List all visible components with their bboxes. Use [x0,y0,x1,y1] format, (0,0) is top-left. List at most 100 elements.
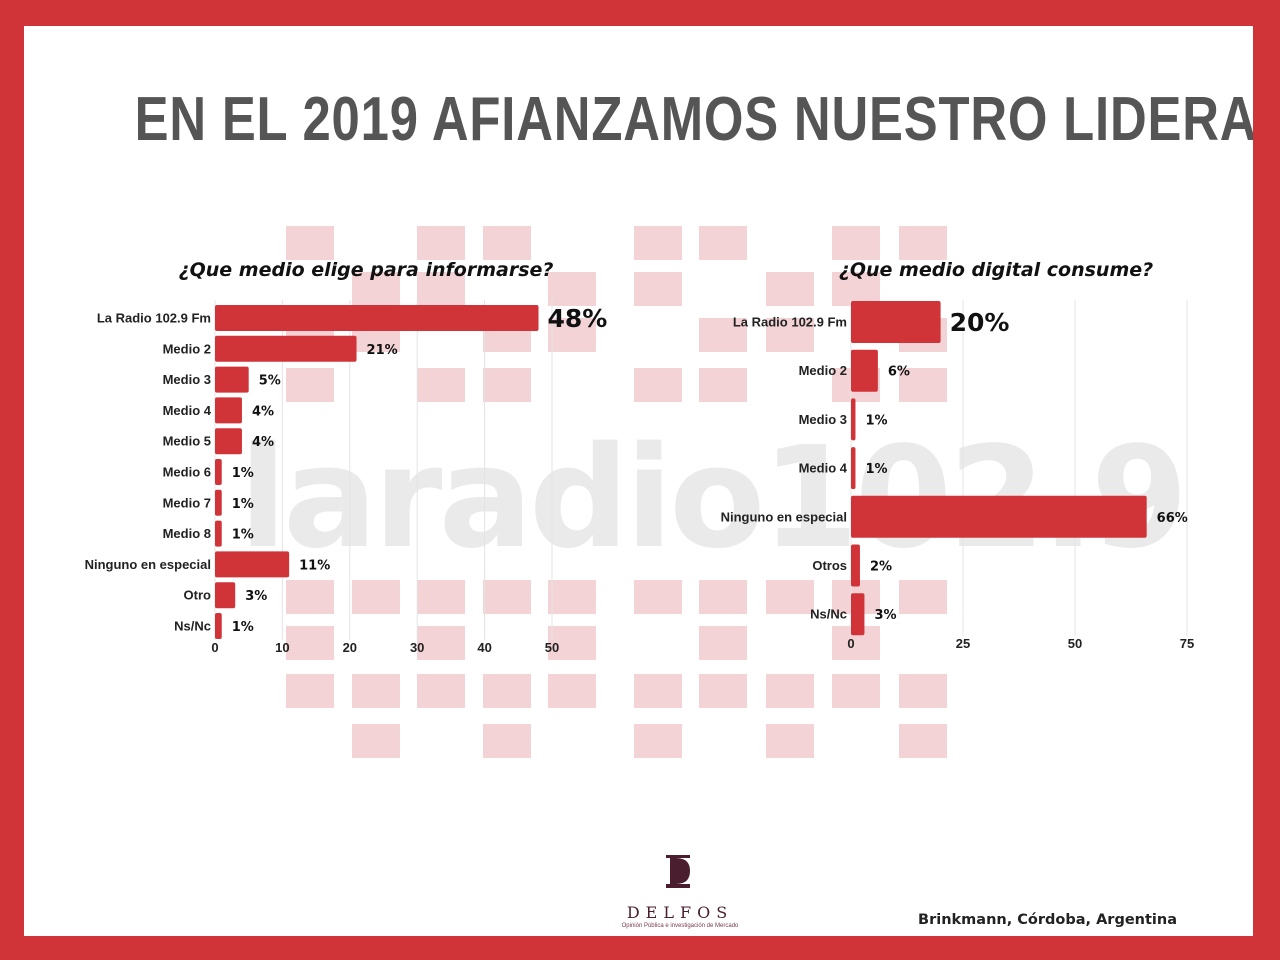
chart-2: ¿Que medio digital consume? 0 25 50 75 La Rad… [721,259,1195,651]
data-label: 1% [232,620,254,635]
watermark-block [548,272,596,306]
category-label: Ninguno en especial [721,509,847,524]
data-label: 1% [865,413,887,428]
category-label: Medio 6 [163,465,211,480]
delfos-logo: DELFOS Opinión Pública e investigación d… [610,852,750,929]
watermark-block [286,674,334,708]
watermark-block [483,580,531,614]
x-tick-label: 25 [956,636,970,651]
watermark-block [899,368,947,402]
category-label: Otro [184,588,212,603]
data-label: 1% [232,466,254,481]
watermark-block [832,226,880,260]
watermark-block [699,318,747,352]
watermark-block [352,674,400,708]
watermark-block [483,368,531,402]
bar [851,349,878,392]
bar [851,495,1147,538]
category-label: La Radio 102.9 Fm [97,311,211,326]
x-tick-label: 0 [847,636,854,651]
location-caption: Brinkmann, Córdoba, Argentina [918,912,1177,928]
bar [215,489,222,516]
logo-name: DELFOS [626,903,734,922]
watermark-block [286,226,334,260]
data-label: 3% [874,608,896,623]
watermark-block [417,674,465,708]
category-label: Ns/Nc [174,619,211,634]
data-label: 2% [870,560,892,575]
x-tick-label: 50 [545,640,559,655]
watermark-block [832,674,880,708]
page-title: EN EL 2019 AFIANZAMOS NUESTRO LIDERAZGO [134,85,1253,154]
category-label: Medio 8 [163,526,211,541]
category-label: Otros [812,558,847,573]
delfos-d-icon [666,855,690,888]
watermark-block [899,580,947,614]
category-label: La Radio 102.9 Fm [733,315,847,330]
bar [851,447,856,490]
watermark-block [899,674,947,708]
data-label: 3% [245,589,267,604]
category-label: Medio 2 [163,341,211,356]
watermark-block [483,226,531,260]
watermark-block [417,272,465,306]
watermark-block [548,318,596,352]
watermark-block [483,674,531,708]
watermark-block [832,272,880,306]
category-label: Medio 5 [163,434,211,449]
watermark-block [548,580,596,614]
bar [215,335,357,362]
x-tick-label: 20 [343,640,357,655]
x-tick-label: 10 [275,640,289,655]
watermark-block [899,226,947,260]
bar [215,582,236,609]
chart-title: ¿Que medio elige para informarse? [179,259,554,281]
watermark-block [548,626,596,660]
bar [851,398,856,441]
watermark-block [699,580,747,614]
category-label: Medio 3 [799,412,847,427]
bar [851,544,860,587]
bar [215,613,222,639]
x-tick-label: 30 [410,640,424,655]
data-label: 1% [865,462,887,477]
watermark-block [766,580,814,614]
bar [215,520,222,547]
watermark-block [352,580,400,614]
data-label: 6% [888,365,910,380]
watermark-block [766,272,814,306]
watermark-block [899,724,947,758]
chart-1: ¿Que medio elige para informarse? 0 10 20 30… [85,259,608,655]
watermark-block [483,724,531,758]
watermark-block [417,226,465,260]
watermark-block [286,626,334,660]
watermark-block [699,368,747,402]
category-label: Medio 2 [799,363,847,378]
bar [215,551,290,578]
category-label: Medio 3 [163,372,211,387]
category-label: Ninguno en especial [85,557,211,572]
data-label: 1% [232,497,254,512]
watermark-block [352,724,400,758]
data-label: 4% [252,404,274,419]
watermark-block [699,226,747,260]
data-label: 21% [367,343,398,358]
x-tick-label: 50 [1068,636,1082,651]
watermark-block [548,674,596,708]
category-label: Medio 7 [163,495,211,510]
watermark-block [634,674,682,708]
bar [215,459,222,485]
data-label: 5% [259,374,281,389]
watermark-block [766,724,814,758]
watermark-block [634,580,682,614]
bar [215,397,242,424]
bar [851,301,941,343]
x-tick-label: 40 [477,640,491,655]
data-label: 1% [232,528,254,543]
data-label: 20% [950,308,1010,337]
infographic-card: laradio102.9 EN EL 2019 AFIANZAMOS NUEST… [24,26,1253,936]
chart-title: ¿Que medio digital consume? [839,259,1153,281]
watermark-block [417,368,465,402]
watermark-block [634,272,682,306]
